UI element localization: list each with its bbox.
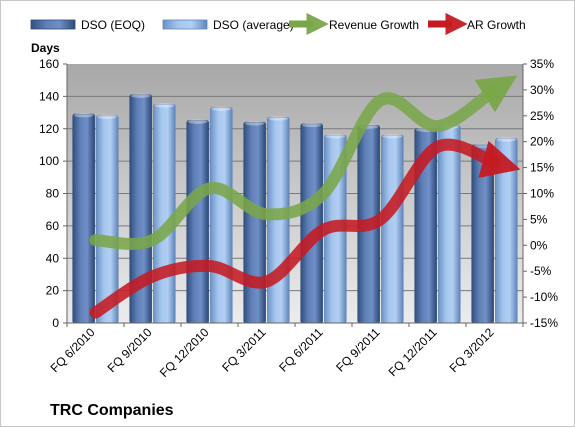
bar-cap [130, 93, 151, 98]
y2-tick-label: -15% [530, 316, 558, 330]
bar-dso-average[interactable]: DSO (average) FQ 12/2011: 122 [438, 125, 461, 324]
legend-item-ar-growth[interactable]: AR Growth [428, 12, 526, 36]
bar-cap [268, 116, 289, 121]
y2-tick-label: -5% [530, 264, 552, 278]
bar-dso-eoq[interactable]: DSO (EOQ) FQ 6/2010: 129 [72, 113, 95, 324]
x-tick-label: FQ 9/2010 [105, 325, 155, 375]
legend-item-dso-average[interactable]: DSO (average) [162, 18, 294, 32]
x-tick-label: FQ 6/2010 [48, 325, 98, 375]
legend-item-dso-eoq[interactable]: DSO (EOQ) [30, 18, 145, 32]
bar-cap [301, 122, 322, 128]
x-tick-label: FQ 12/2010 [157, 325, 212, 380]
bar-cap [496, 137, 517, 142]
legend-swatch-dso-eoq [30, 19, 76, 30]
legend-swatch-dso-average [162, 19, 208, 30]
legend-label-dso-average: DSO (average) [213, 18, 294, 32]
y2-tick-label: 20% [530, 135, 554, 149]
y2-tick-label: 5% [530, 212, 548, 226]
bar-dso-average[interactable]: DSO (average) FQ 9/2010: 135 [153, 104, 176, 324]
bar-dso-average[interactable]: DSO (average) FQ 12/2010: 133 [210, 107, 233, 324]
bar-cap [382, 134, 403, 139]
bar-cap [154, 103, 175, 108]
y2-axis-ticks: -15% -10% -5% 0% 5% 10% 15% 20% 25% 30% 35% [523, 57, 558, 330]
y-tick-label: 20 [46, 284, 60, 298]
y-axis-ticks: 0 20 40 60 80 100 120 140 160 [39, 57, 67, 330]
legend-label-ar-growth: AR Growth [467, 18, 526, 32]
bar-cap [73, 112, 94, 118]
y-tick-label: 60 [46, 219, 60, 233]
company-name: TRC Companies [50, 402, 174, 419]
bar-dso-eoq[interactable]: DSO (EOQ) FQ 3/2011: 124 [243, 121, 266, 324]
y-tick-label: 100 [39, 154, 59, 168]
bar-cap [187, 119, 208, 124]
y2-tick-label: -10% [530, 290, 558, 304]
legend-item-revenue-growth[interactable]: Revenue Growth [289, 12, 419, 36]
y2-tick-label: 15% [530, 161, 554, 175]
y2-tick-label: 35% [530, 57, 554, 71]
y-tick-label: 80 [46, 187, 60, 201]
legend-label-revenue-growth: Revenue Growth [329, 18, 419, 32]
bar-cap [244, 121, 265, 126]
y-tick-label: 160 [39, 57, 59, 71]
bar-dso-eoq[interactable]: DSO (EOQ) FQ 12/2010: 125 [186, 120, 209, 324]
y2-tick-label: 30% [530, 83, 554, 97]
line-ar-growth[interactable]: AR Growth [89, 138, 521, 319]
bar-cap [97, 114, 118, 120]
bar-dso-average[interactable]: DSO (average) FQ 9/2011: 116 [381, 134, 404, 324]
bar-cap [325, 134, 346, 139]
y-axis-title: Days [31, 41, 60, 55]
y2-tick-label: 0% [530, 238, 548, 252]
x-axis-ticks: FQ 6/2010 FQ 9/2010 FQ 12/2010 FQ 3/2011 FQ … [48, 323, 524, 380]
legend-label-dso-eoq: DSO (EOQ) [81, 18, 145, 32]
x-tick-label: FQ 6/2011 [276, 325, 326, 375]
x-tick-label: FQ 3/2012 [447, 325, 497, 375]
y2-tick-label: 25% [530, 109, 554, 123]
y-tick-label: 0 [52, 316, 59, 330]
bars: DSO (EOQ) FQ 6/2010: 129 DSO (average) FQ… [72, 93, 518, 324]
bar-dso-eoq[interactable]: DSO (EOQ) FQ 6/2011: 123 [300, 123, 323, 324]
y-tick-label: 140 [39, 89, 59, 103]
line-revenue-growth[interactable]: Revenue Growth [89, 75, 518, 250]
x-tick-label: FQ 9/2011 [333, 325, 383, 375]
legend: DSO (EOQ) DSO (average) Revenue Growth A… [30, 12, 526, 36]
x-tick-label: FQ 3/2011 [219, 325, 269, 375]
x-tick-label: FQ 12/2011 [386, 325, 440, 379]
y2-tick-label: 10% [530, 187, 554, 201]
bar-cap [211, 106, 232, 111]
y-tick-label: 120 [39, 122, 59, 136]
y-tick-label: 40 [46, 251, 60, 265]
bar-dso-eoq[interactable]: DSO (EOQ) FQ 3/2012: 110 [471, 144, 494, 324]
